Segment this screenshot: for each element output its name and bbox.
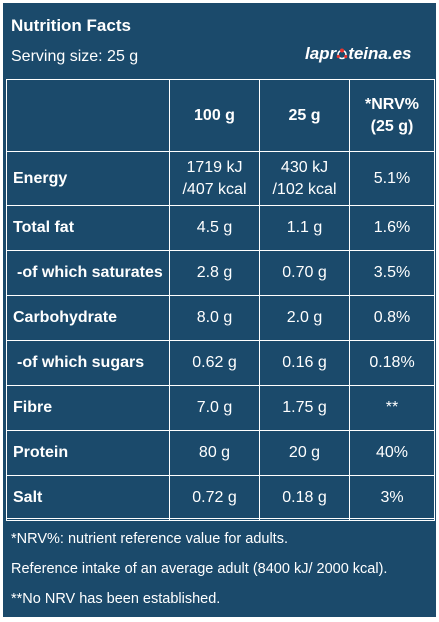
row-label: Fibre: [6, 385, 170, 431]
cell-100g: 7.0 g: [169, 385, 260, 431]
header-label-cell: [6, 79, 170, 152]
cell-25g-kcal: /102 kcal: [272, 180, 337, 198]
cell-25g: 1.75 g: [259, 385, 350, 431]
cell-25g: 0.18 g: [259, 475, 350, 521]
cell-25g: 20 g: [259, 430, 350, 476]
table-row-sugars: -of which sugars 0.62 g 0.16 g 0.18%: [6, 340, 435, 386]
cell-100g-kj: 1719 kJ: [186, 158, 243, 176]
cell-nrv: 3%: [349, 475, 435, 521]
cell-100g: 1719 kJ /407 kcal: [169, 151, 260, 206]
cell-nrv: 5.1%: [349, 151, 435, 206]
table-row-carbohydrate: Carbohydrate 8.0 g 2.0 g 0.8%: [6, 295, 435, 341]
footnotes: *NRV%: nutrient reference value for adul…: [6, 518, 434, 614]
header-nrv-line1: *NRV%: [365, 95, 419, 113]
table-row-total-fat: Total fat 4.5 g 1.1 g 1.6%: [6, 205, 435, 251]
row-label: Energy: [6, 151, 170, 206]
row-label: Carbohydrate: [6, 295, 170, 341]
cell-100g: 0.72 g: [169, 475, 260, 521]
logo-text-end: teina.es: [348, 44, 412, 63]
cell-100g: 80 g: [169, 430, 260, 476]
table-row-protein: Protein 80 g 20 g 40%: [6, 430, 435, 476]
cell-100g-kcal: /407 kcal: [182, 180, 247, 198]
row-label: Total fat: [6, 205, 170, 251]
cell-100g: 0.62 g: [169, 340, 260, 386]
table-row-saturates: -of which saturates 2.8 g 0.70 g 3.5%: [6, 250, 435, 296]
header-nrv-line2: (25 g): [370, 117, 414, 135]
table-row-salt: Salt 0.72 g 0.18 g 3%: [6, 475, 435, 521]
row-label: Salt: [6, 475, 170, 521]
serving-size: Serving size: 25 g: [11, 48, 139, 65]
cell-25g: 430 kJ /102 kcal: [259, 151, 350, 206]
cell-nrv: **: [349, 385, 435, 431]
footnote-nrv: *NRV%: nutrient reference value for adul…: [11, 531, 288, 547]
row-label: -of which saturates: [6, 250, 170, 296]
footnote-no-nrv: **No NRV has been established.: [11, 591, 221, 607]
cell-nrv: 1.6%: [349, 205, 435, 251]
cell-100g: 4.5 g: [169, 205, 260, 251]
footnote-reference-intake: Reference intake of an average adult (84…: [11, 561, 388, 577]
panel-header: Nutrition Facts Serving size: 25 g lapr t…: [3, 3, 436, 78]
table-row-energy: Energy 1719 kJ /407 kcal 430 kJ /102 kca…: [6, 151, 435, 206]
cell-nrv: 3.5%: [349, 250, 435, 296]
cell-nrv: 40%: [349, 430, 435, 476]
cell-25g: 1.1 g: [259, 205, 350, 251]
molecule-icon: [336, 48, 348, 60]
cell-nrv: 0.18%: [349, 340, 435, 386]
cell-25g: 0.16 g: [259, 340, 350, 386]
cell-100g: 8.0 g: [169, 295, 260, 341]
header-nrv: *NRV% (25 g): [349, 79, 435, 152]
panel-title: Nutrition Facts: [11, 16, 131, 35]
row-label: Protein: [6, 430, 170, 476]
table-row-fibre: Fibre 7.0 g 1.75 g **: [6, 385, 435, 431]
cell-nrv: 0.8%: [349, 295, 435, 341]
header-100g: 100 g: [169, 79, 260, 152]
table-header-row: 100 g 25 g *NRV% (25 g): [6, 79, 435, 152]
logo-text-start: lapr: [305, 44, 337, 63]
cell-100g: 2.8 g: [169, 250, 260, 296]
nutrition-table: 100 g 25 g *NRV% (25 g) Energy 1719 kJ /…: [6, 79, 435, 521]
cell-25g: 2.0 g: [259, 295, 350, 341]
brand-logo: lapr teina.es: [305, 44, 435, 70]
cell-25g: 0.70 g: [259, 250, 350, 296]
cell-25g-kj: 430 kJ: [280, 158, 329, 176]
header-25g: 25 g: [259, 79, 350, 152]
row-label: -of which sugars: [6, 340, 170, 386]
